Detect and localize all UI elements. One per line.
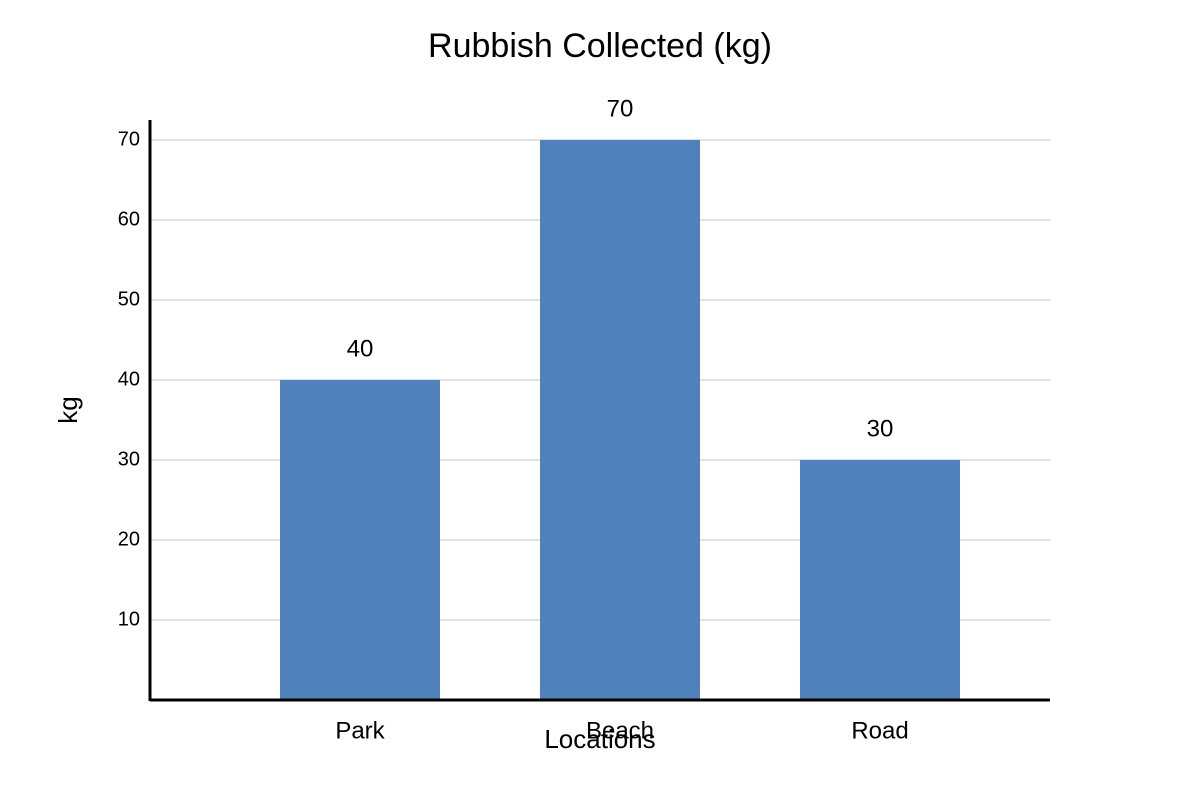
data-label: 40 <box>347 335 374 362</box>
y-tick-label: 60 <box>118 208 140 230</box>
bar <box>540 140 700 700</box>
y-tick-label: 40 <box>118 368 140 390</box>
bar <box>800 460 960 700</box>
y-tick-label: 30 <box>118 448 140 470</box>
data-label: 30 <box>867 415 894 442</box>
x-axis-label: Locations <box>544 724 655 754</box>
y-tick-label: 20 <box>118 528 140 550</box>
y-axis-label: kg <box>53 396 83 423</box>
x-tick-label: Road <box>851 717 908 744</box>
y-tick-label: 50 <box>118 288 140 310</box>
chart-title: Rubbish Collected (kg) <box>428 27 772 65</box>
x-tick-label: Park <box>335 717 385 744</box>
y-tick-label: 10 <box>118 608 140 630</box>
y-tick-label: 70 <box>118 128 140 150</box>
x-tick-label: Beach <box>586 717 654 744</box>
data-label: 70 <box>607 95 634 122</box>
bar <box>280 380 440 700</box>
